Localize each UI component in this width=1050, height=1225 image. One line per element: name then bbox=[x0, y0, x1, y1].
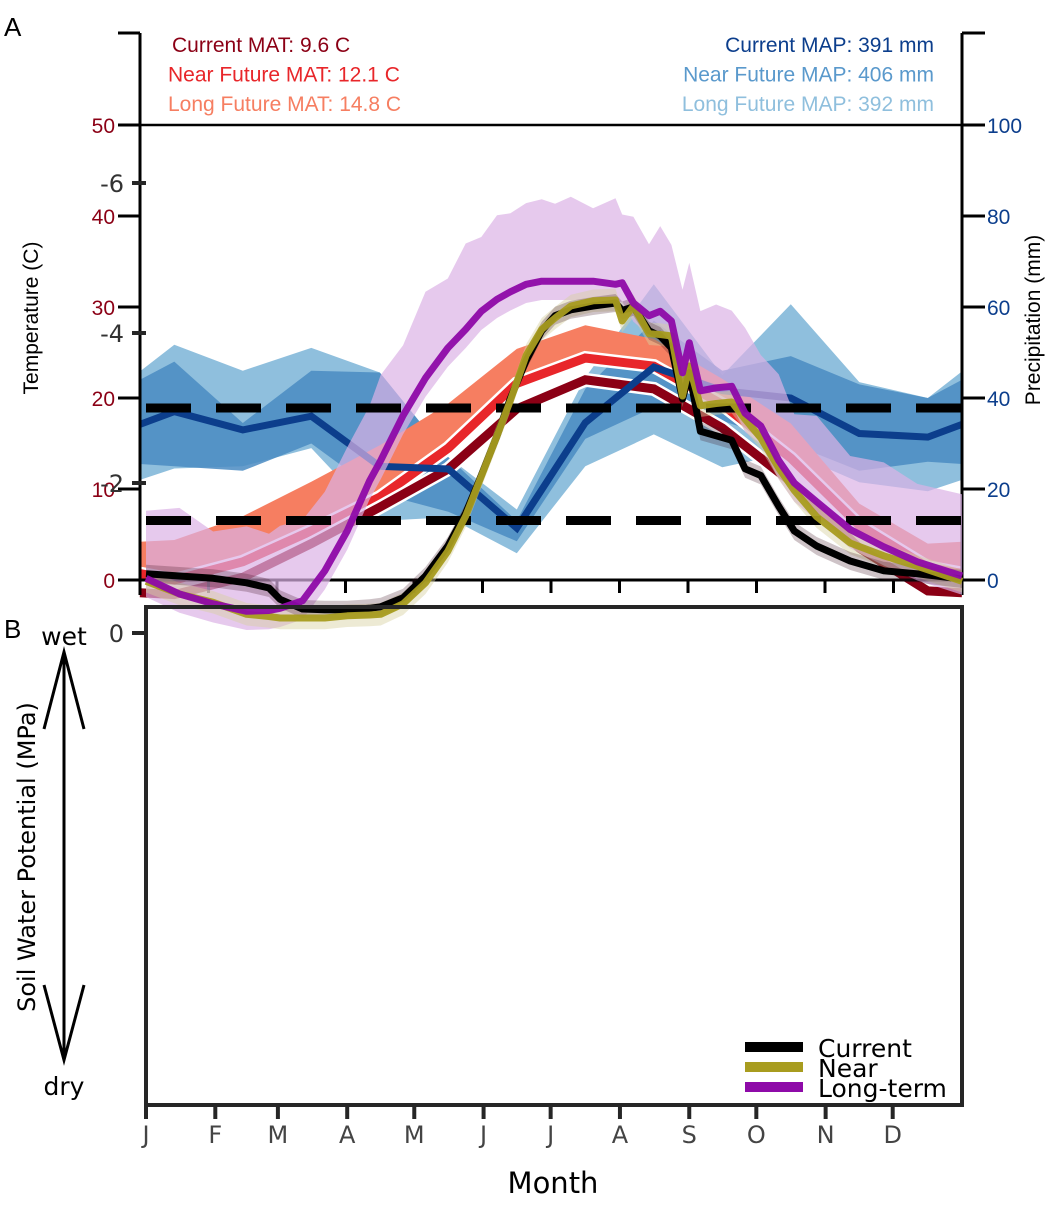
month-tick-label: J bbox=[545, 1121, 554, 1149]
temperature-tick-label: 10 bbox=[92, 479, 115, 502]
soil-water-axis-label: Soil Water Potential (MPa) bbox=[13, 702, 41, 1012]
precipitation-tick-label: 20 bbox=[987, 479, 1010, 502]
panel-b: B 0 -2 -4 -6 J F M A M J J A S O N D CurrentNearLong-te… bbox=[4, 170, 964, 1200]
temperature-axis-label: Temperature (C) bbox=[20, 242, 43, 395]
soil-y-tick-label: -2 bbox=[100, 470, 124, 498]
map-annotation: Current MAP: 391 mm bbox=[725, 34, 934, 57]
map-annotation: Long Future MAP: 392 mm bbox=[682, 93, 934, 116]
mat-annotation: Long Future MAT: 14.8 C bbox=[168, 93, 401, 116]
mat-annotation: Current MAT: 9.6 C bbox=[172, 34, 350, 57]
soil-line-near bbox=[144, 296, 964, 622]
soil-y-tick-label: 0 bbox=[109, 620, 124, 648]
month-tick-label: A bbox=[612, 1121, 629, 1149]
legend-label: Near bbox=[818, 1054, 878, 1083]
legend-swatch-near bbox=[745, 1062, 803, 1072]
precipitation-tick-label: 0 bbox=[987, 570, 999, 593]
map-annotation: Near Future MAP: 406 mm bbox=[683, 64, 934, 87]
temperature-tick-label: 30 bbox=[92, 297, 115, 320]
precipitation-tick-label: 60 bbox=[987, 297, 1010, 320]
temperature-tick-label: 40 bbox=[92, 206, 115, 229]
month-tick-label: D bbox=[883, 1121, 901, 1149]
legend-label: Long-term bbox=[818, 1074, 947, 1103]
precip-line-current bbox=[138, 363, 964, 534]
panel-b-axes: 0 -2 -4 -6 J F M A M J J A S O N D bbox=[100, 170, 964, 1149]
month-tick-label: F bbox=[208, 1121, 222, 1149]
panel-b-label: B bbox=[4, 614, 21, 644]
precipitation-tick-label: 100 bbox=[987, 115, 1022, 138]
legend-swatch-current bbox=[745, 1042, 803, 1052]
month-tick-label: O bbox=[747, 1121, 766, 1149]
panel-a-annotations: Current MAT: 9.6 C Near Future MAT: 12.1 … bbox=[168, 34, 934, 116]
soil-band-current bbox=[146, 294, 962, 619]
panel-a-label: A bbox=[4, 12, 22, 42]
month-axis-label: Month bbox=[508, 1166, 599, 1200]
soil-y-tick-label: -4 bbox=[100, 320, 124, 348]
dry-label: dry bbox=[44, 1072, 85, 1101]
month-tick-label: N bbox=[817, 1121, 835, 1149]
month-tick-label: S bbox=[682, 1121, 697, 1149]
precipitation-axis-label: Precipitation (mm) bbox=[1022, 235, 1045, 405]
precipitation-lines bbox=[138, 363, 964, 534]
legend-swatch-long-term bbox=[745, 1082, 803, 1092]
precipitation-tick-label: 40 bbox=[987, 388, 1010, 411]
soil-line-long-term bbox=[144, 277, 964, 615]
wet-dry-arrow-icon bbox=[42, 646, 86, 1066]
legend-label: Current bbox=[818, 1034, 912, 1063]
month-tick-label: M bbox=[268, 1121, 289, 1149]
month-tick-label: J bbox=[140, 1121, 149, 1149]
temperature-tick-label: 50 bbox=[92, 115, 115, 138]
month-tick-label: J bbox=[478, 1121, 487, 1149]
month-tick-label: A bbox=[339, 1121, 356, 1149]
temperature-tick-label: 0 bbox=[103, 570, 115, 593]
panel-b-frame bbox=[144, 605, 964, 1107]
soil-y-tick-label: -6 bbox=[100, 170, 124, 198]
soil-water-lines bbox=[144, 277, 964, 622]
wet-label: wet bbox=[41, 622, 87, 651]
month-tick-label: M bbox=[404, 1121, 425, 1149]
temperature-tick-label: 20 bbox=[92, 388, 115, 411]
mat-annotation: Near Future MAT: 12.1 C bbox=[168, 64, 400, 87]
precipitation-tick-label: 80 bbox=[987, 206, 1010, 229]
